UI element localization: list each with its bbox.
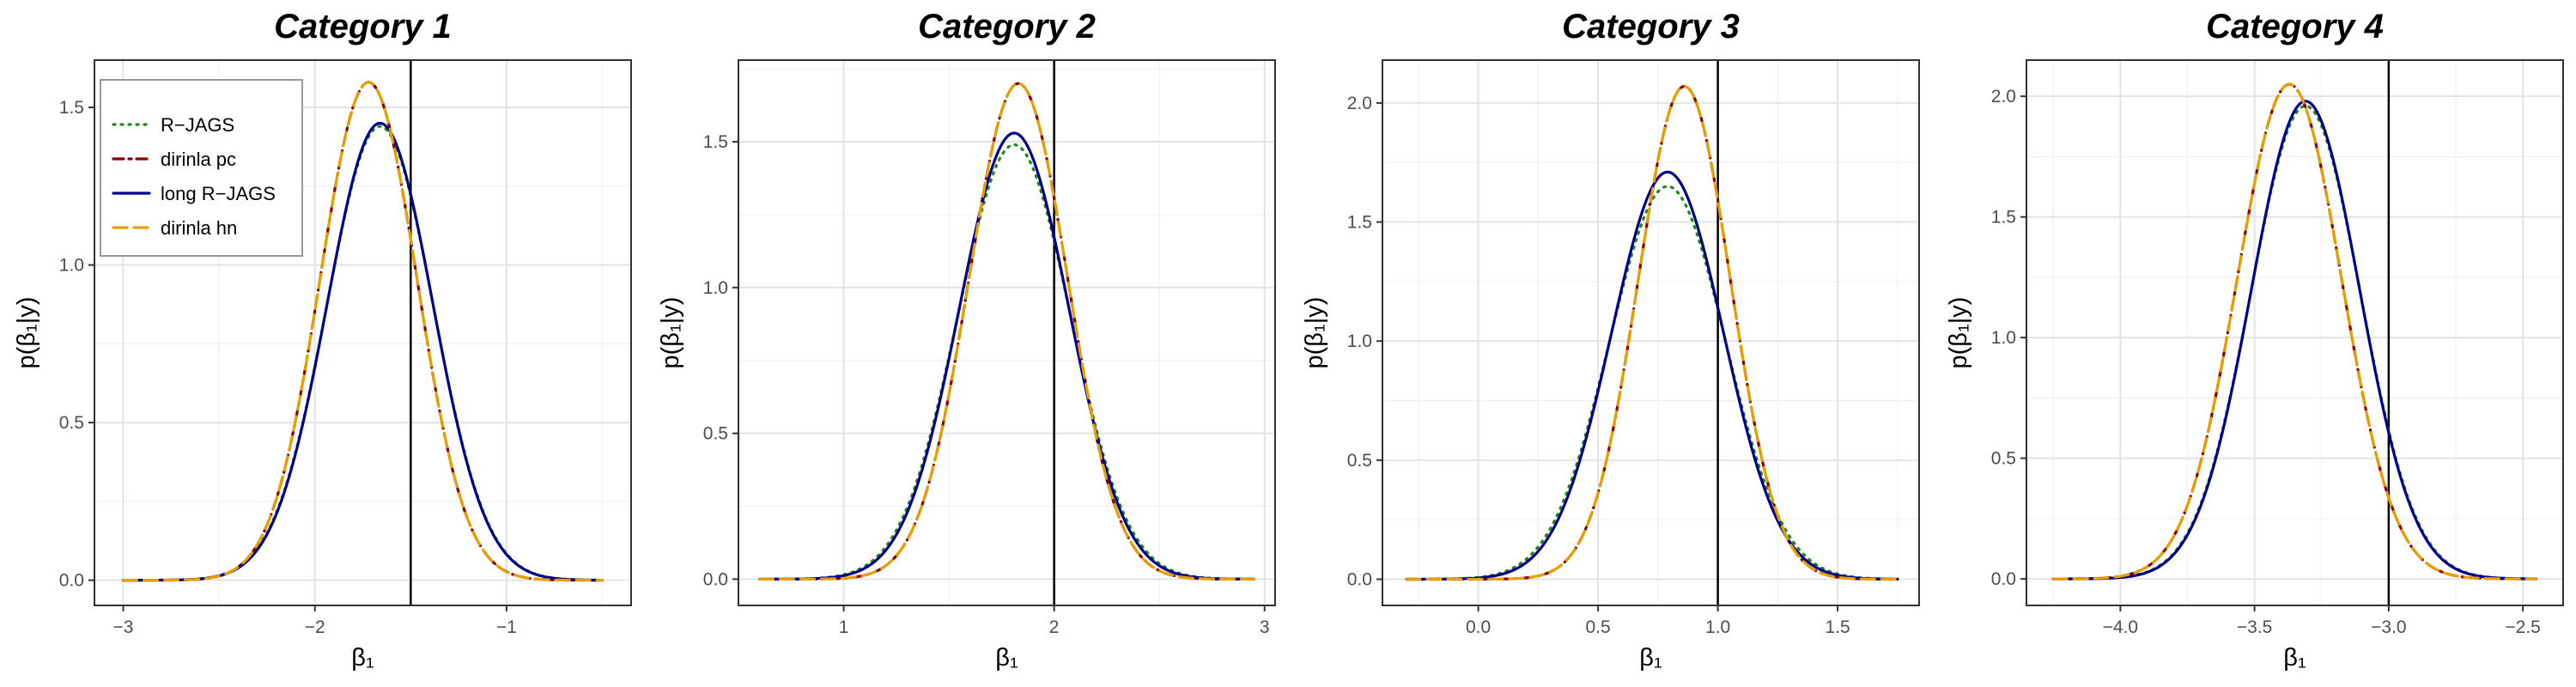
legend: R−JAGS dirinla pc long R−JAGS dirinla hn (100, 79, 303, 257)
plot-area (2026, 60, 2563, 605)
y-axis-label: p(β₁|y) (1301, 297, 1328, 369)
panel-border (2026, 59, 2564, 606)
panel-3: 0.0 0.5 1.0 1.5 0.0 0.5 1.0 1.5 2.0 Category 3 β₁ p… (1301, 8, 1920, 672)
x-tick-label: −4.0 (2103, 617, 2138, 637)
x-tick-label: −3.5 (2237, 617, 2272, 637)
x-tick-label: −1 (496, 617, 517, 637)
y-tick-label: 2.0 (1347, 94, 1372, 113)
y-axis-label: p(β₁|y) (13, 297, 40, 369)
panel-title: Category 4 (2206, 8, 2384, 46)
x-tick-label: 0.0 (1466, 617, 1491, 637)
series-line (1405, 84, 1899, 581)
y-axis-label: p(β₁|y) (657, 297, 684, 369)
panel-1: −3 −2 −1 0.0 0.5 1.0 1.5 Category 1 β₁ p(β₁|y) R−J… (13, 8, 632, 672)
y-tick-label: 0.5 (1347, 451, 1372, 471)
series-line (2051, 82, 2538, 581)
panel-title: Category 2 (918, 8, 1096, 46)
panel-border (738, 59, 1276, 606)
x-axis-label: β₁ (2283, 644, 2306, 672)
y-tick-label: 2.0 (1991, 87, 2016, 106)
x-tick-label: 1 (839, 617, 849, 637)
x-tick-label: −2 (305, 617, 325, 637)
x-tick-label: 3 (1260, 617, 1270, 637)
y-tick-label: 0.0 (1991, 569, 2016, 589)
x-tick-label: −2.5 (2505, 617, 2540, 637)
y-tick-label: 1.0 (59, 256, 84, 276)
series-line (757, 131, 1256, 581)
x-axis-label: β₁ (1639, 644, 1662, 672)
y-tick-label: 0.5 (703, 424, 728, 444)
y-tick-label: 1.0 (703, 278, 728, 298)
x-tick-label: −3.0 (2371, 617, 2406, 637)
y-tick-label: 1.5 (703, 132, 728, 152)
x-axis-label: β₁ (995, 644, 1018, 672)
plot-area (1382, 60, 1919, 605)
panel-border (1382, 59, 1920, 606)
y-axis-label: p(β₁|y) (1945, 297, 1972, 369)
panel-2: 1 2 3 0.0 0.5 1.0 1.5 Category 2 β₁ p(β₁|y) (657, 8, 1276, 672)
legend-label: long R−JAGS (161, 183, 276, 204)
y-tick-label: 1.5 (1991, 208, 2016, 228)
y-tick-label: 0.5 (59, 413, 84, 433)
series-line (121, 121, 605, 582)
y-tick-label: 1.5 (59, 98, 84, 118)
plot-area (738, 60, 1275, 605)
series-line (2051, 100, 2538, 581)
legend-label: dirinla pc (161, 149, 236, 170)
x-tick-label: 1.0 (1705, 617, 1730, 637)
legend-label: R−JAGS (161, 114, 234, 136)
y-tick-label: 1.0 (1991, 328, 2016, 348)
panel-4: −4.0 −3.5 −3.0 −2.5 0.0 0.5 1.0 1.5 2.0 Category … (1945, 8, 2564, 672)
y-tick-label: 0.0 (703, 569, 728, 589)
series-line (757, 82, 1256, 581)
panel-title: Category 1 (274, 8, 452, 46)
x-tick-label: 2 (1049, 617, 1060, 637)
x-tick-label: 0.5 (1586, 617, 1611, 637)
y-tick-label: 0.0 (59, 571, 84, 591)
legend-label: dirinla hn (161, 217, 237, 239)
series-line (1405, 185, 1899, 581)
x-tick-label: 1.5 (1826, 617, 1850, 637)
panel-border (94, 59, 632, 606)
x-axis-label: β₁ (351, 644, 374, 672)
y-tick-label: 0.0 (1347, 569, 1372, 589)
y-tick-label: 0.5 (1991, 449, 2016, 469)
x-tick-label: −3 (113, 617, 134, 637)
y-tick-label: 1.0 (1347, 331, 1372, 351)
series-line (121, 81, 605, 582)
y-tick-label: 1.5 (1347, 213, 1372, 233)
panel-title: Category 3 (1562, 8, 1740, 46)
